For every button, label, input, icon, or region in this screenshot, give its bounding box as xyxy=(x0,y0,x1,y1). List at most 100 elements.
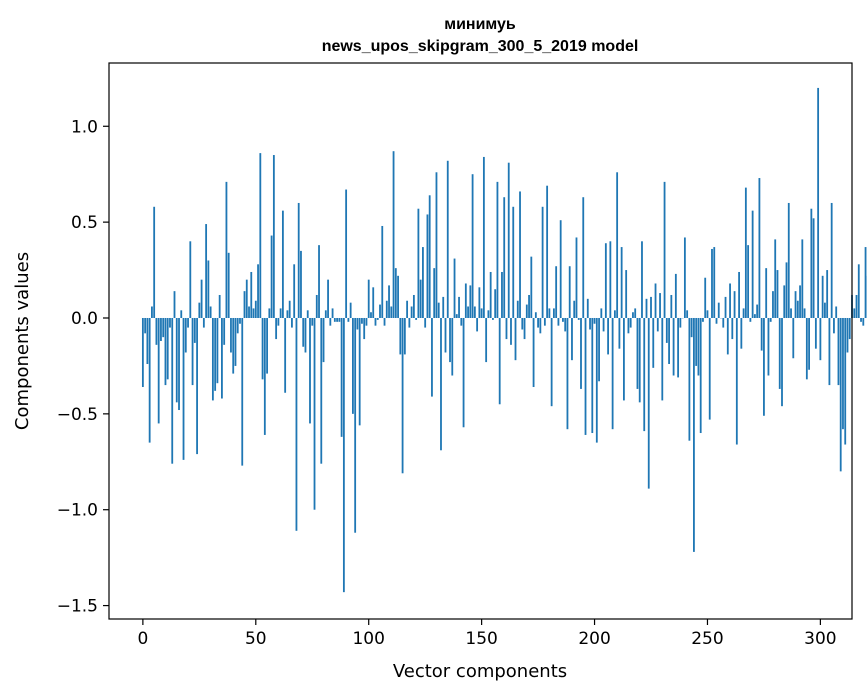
bar-69 xyxy=(297,202,300,318)
x-tick-label: 0 xyxy=(137,629,148,649)
bar-7 xyxy=(157,317,160,424)
bar-198 xyxy=(589,317,591,330)
bar-276 xyxy=(765,268,768,318)
bar-260 xyxy=(729,283,731,318)
bar-156 xyxy=(494,289,497,318)
bar-121 xyxy=(415,317,418,320)
bar-241 xyxy=(686,310,689,318)
bar-20 xyxy=(187,317,189,328)
bar-135 xyxy=(446,160,449,318)
bar-36 xyxy=(223,317,226,345)
bar-3 xyxy=(148,317,151,443)
bar-319 xyxy=(862,317,865,326)
bar-144 xyxy=(467,306,469,318)
bar-92 xyxy=(349,302,352,318)
bar-185 xyxy=(559,220,562,318)
bar-54 xyxy=(263,317,266,435)
bar-136 xyxy=(449,317,451,363)
x-tick-label: 100 xyxy=(352,629,384,649)
bar-298 xyxy=(814,317,817,349)
bar-217 xyxy=(632,312,634,318)
bar-129 xyxy=(433,268,436,318)
bar-117 xyxy=(406,300,409,318)
bar-94 xyxy=(354,317,357,533)
bar-140 xyxy=(458,296,460,318)
bar-253 xyxy=(713,247,716,318)
bar-114 xyxy=(399,317,402,355)
bar-88 xyxy=(340,317,343,437)
bar-299 xyxy=(817,87,820,318)
bar-30 xyxy=(209,306,212,318)
bar-202 xyxy=(598,317,600,382)
bar-76 xyxy=(313,317,316,510)
bar-85 xyxy=(333,317,336,322)
bar-178 xyxy=(543,317,546,326)
y-tick-label: 0.0 xyxy=(71,309,98,329)
bar-130 xyxy=(435,172,438,318)
bar-270 xyxy=(751,210,754,318)
bar-255 xyxy=(717,302,720,318)
bar-81 xyxy=(324,310,327,318)
bar-166 xyxy=(516,300,519,318)
bar-146 xyxy=(471,174,474,318)
bar-194 xyxy=(580,317,582,389)
bar-261 xyxy=(731,317,734,340)
bar-167 xyxy=(519,191,521,318)
bar-227 xyxy=(654,283,657,318)
y-tick-label: −0.5 xyxy=(57,405,98,425)
bar-123 xyxy=(419,279,422,318)
bar-246 xyxy=(697,317,700,376)
bar-207 xyxy=(609,241,612,318)
bar-219 xyxy=(636,317,639,389)
bar-9 xyxy=(162,317,165,338)
bar-201 xyxy=(595,317,598,443)
bar-132 xyxy=(440,317,442,451)
bar-62 xyxy=(281,210,284,318)
bar-125 xyxy=(424,317,427,328)
bar-152 xyxy=(485,317,488,363)
bar-43 xyxy=(239,317,241,324)
bar-120 xyxy=(412,294,415,318)
bar-101 xyxy=(370,312,372,318)
bar-89 xyxy=(342,317,345,593)
bar-193 xyxy=(577,317,580,320)
bar-171 xyxy=(528,294,530,318)
bar-244 xyxy=(693,317,695,552)
bar-208 xyxy=(611,317,614,430)
bar-104 xyxy=(376,317,379,320)
bar-124 xyxy=(422,247,424,318)
bar-series xyxy=(141,87,867,593)
bar-177 xyxy=(541,206,544,318)
bar-108 xyxy=(385,300,388,318)
bar-28 xyxy=(205,224,208,318)
bar-18 xyxy=(182,317,185,460)
bar-155 xyxy=(492,317,494,320)
bar-203 xyxy=(600,308,603,318)
bar-16 xyxy=(178,317,180,411)
bar-220 xyxy=(638,317,641,403)
bar-225 xyxy=(650,296,652,318)
bar-224 xyxy=(647,317,650,489)
bar-237 xyxy=(677,317,680,378)
bar-46 xyxy=(245,279,248,318)
bar-283 xyxy=(781,317,783,407)
bar-172 xyxy=(530,256,533,318)
bar-269 xyxy=(749,317,752,322)
bar-134 xyxy=(444,317,447,353)
bar-195 xyxy=(582,197,585,318)
bar-275 xyxy=(763,317,765,416)
bar-154 xyxy=(489,271,492,318)
bar-271 xyxy=(753,314,756,318)
bar-235 xyxy=(672,317,675,376)
bar-45 xyxy=(243,291,246,318)
x-axis-label: Vector components xyxy=(393,661,567,682)
bar-292 xyxy=(801,239,804,318)
bar-160 xyxy=(503,197,506,318)
y-tick-label: 0.5 xyxy=(71,213,98,233)
bar-71 xyxy=(302,317,305,347)
bar-215 xyxy=(627,317,630,334)
bar-63 xyxy=(284,317,287,393)
bar-106 xyxy=(381,225,384,318)
bar-23 xyxy=(193,317,196,343)
